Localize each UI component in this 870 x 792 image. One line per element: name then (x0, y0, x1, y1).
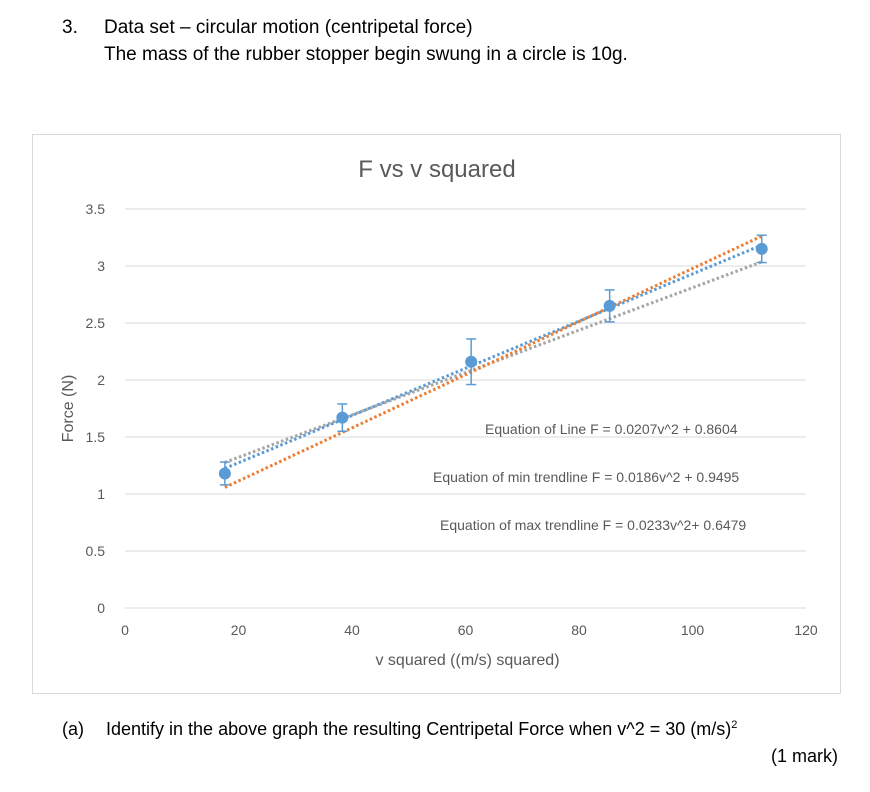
x-tick-label: 100 (681, 622, 705, 638)
y-tick-label: 1.5 (86, 429, 106, 445)
equation-label: Equation of Line F = 0.0207v^2 + 0.8604 (485, 421, 738, 437)
question-title: Data set – circular motion (centripetal … (104, 17, 473, 38)
trendline-max (224, 234, 763, 489)
x-tick-label: 20 (231, 622, 247, 638)
data-point (465, 355, 478, 368)
question-header: 3. Data set – circular motion (centripet… (62, 14, 628, 68)
question-a-superscript: 2 (731, 719, 738, 731)
y-tick-label: 2 (97, 372, 105, 388)
y-tick-label: 0.5 (86, 543, 106, 559)
data-point (336, 411, 349, 424)
chart-title: F vs v squared (358, 156, 515, 183)
equation-label: Equation of min trendline F = 0.0186v^2 … (433, 469, 739, 485)
scatter-chart: F vs v squared 0 0.5 1 1.5 2 2.5 3 3.5 0 20 40 60 80 1… (60, 156, 818, 669)
y-tick-label: 1 (97, 486, 105, 502)
data-point (755, 242, 768, 255)
data-point (218, 467, 231, 480)
question-a-text: Identify in the above graph the resultin… (106, 719, 738, 739)
y-axis-title: Force (N) (60, 375, 77, 443)
chart-frame: F vs v squared 0 0.5 1 1.5 2 2.5 3 3.5 0 20 40 60 80 1… (32, 134, 841, 694)
x-tick-label: 0 (121, 622, 129, 638)
question-a: (a) Identify in the above graph the resu… (62, 716, 838, 770)
y-tick-label: 2.5 (86, 315, 106, 331)
x-tick-label: 80 (571, 622, 587, 638)
x-tick-label: 40 (344, 622, 360, 638)
trendline-main (224, 243, 763, 470)
equation-label: Equation of max trendline F = 0.0233v^2+… (440, 517, 746, 533)
x-tick-label: 60 (458, 622, 474, 638)
y-tick-label: 3 (97, 258, 105, 274)
question-description: The mass of the rubber stopper begin swu… (104, 44, 628, 65)
question-a-label: (a) (62, 719, 84, 739)
data-point (603, 299, 616, 312)
x-axis-title: v squared ((m/s) squared) (375, 652, 559, 669)
y-tick-label: 3.5 (86, 201, 106, 217)
question-number: 3. (62, 17, 78, 38)
x-tick-label: 120 (794, 622, 818, 638)
y-tick-label: 0 (97, 600, 105, 616)
question-a-marks: (1 mark) (771, 746, 838, 766)
